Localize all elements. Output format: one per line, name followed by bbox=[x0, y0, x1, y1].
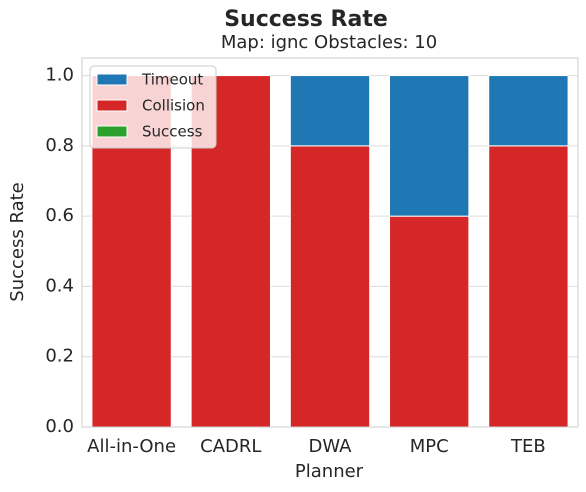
legend-swatch bbox=[96, 73, 128, 86]
bar-segment bbox=[289, 75, 371, 147]
chart-subtitle: Map: ignc Obstacles: 10 bbox=[221, 32, 437, 53]
chart-title: Success Rate bbox=[224, 7, 388, 32]
legend: Timeout Collision Success bbox=[89, 65, 217, 149]
bar-segment bbox=[289, 145, 371, 428]
y-tick-label: 0.6 bbox=[45, 205, 74, 226]
y-tick-label: 1.0 bbox=[45, 65, 74, 86]
plot-border bbox=[81, 57, 579, 428]
y-tick-label: 0.8 bbox=[45, 135, 74, 156]
x-tick-label: All-in-One bbox=[87, 436, 176, 457]
y-tick-label: 0.2 bbox=[45, 346, 74, 367]
legend-label: Timeout bbox=[141, 71, 203, 89]
x-tick-label: DWA bbox=[309, 436, 353, 457]
bar-segment bbox=[389, 215, 470, 428]
y-tick-label: 0.0 bbox=[45, 416, 74, 437]
y-tick-label: 0.4 bbox=[45, 275, 74, 296]
legend-label: Success bbox=[142, 123, 203, 141]
y-axis-label: Success Rate bbox=[7, 182, 28, 301]
bar-segment bbox=[488, 145, 569, 428]
bar-segment bbox=[488, 75, 569, 147]
x-axis-label: Planner bbox=[295, 461, 364, 482]
legend-label: Collision bbox=[142, 97, 205, 115]
x-tick-label: CADRL bbox=[200, 436, 261, 457]
legend-swatch bbox=[96, 125, 128, 138]
bar-segment bbox=[389, 75, 470, 217]
x-tick-label: MPC bbox=[410, 436, 449, 457]
legend-swatch bbox=[96, 99, 128, 112]
x-tick-label: TEB bbox=[510, 436, 546, 457]
